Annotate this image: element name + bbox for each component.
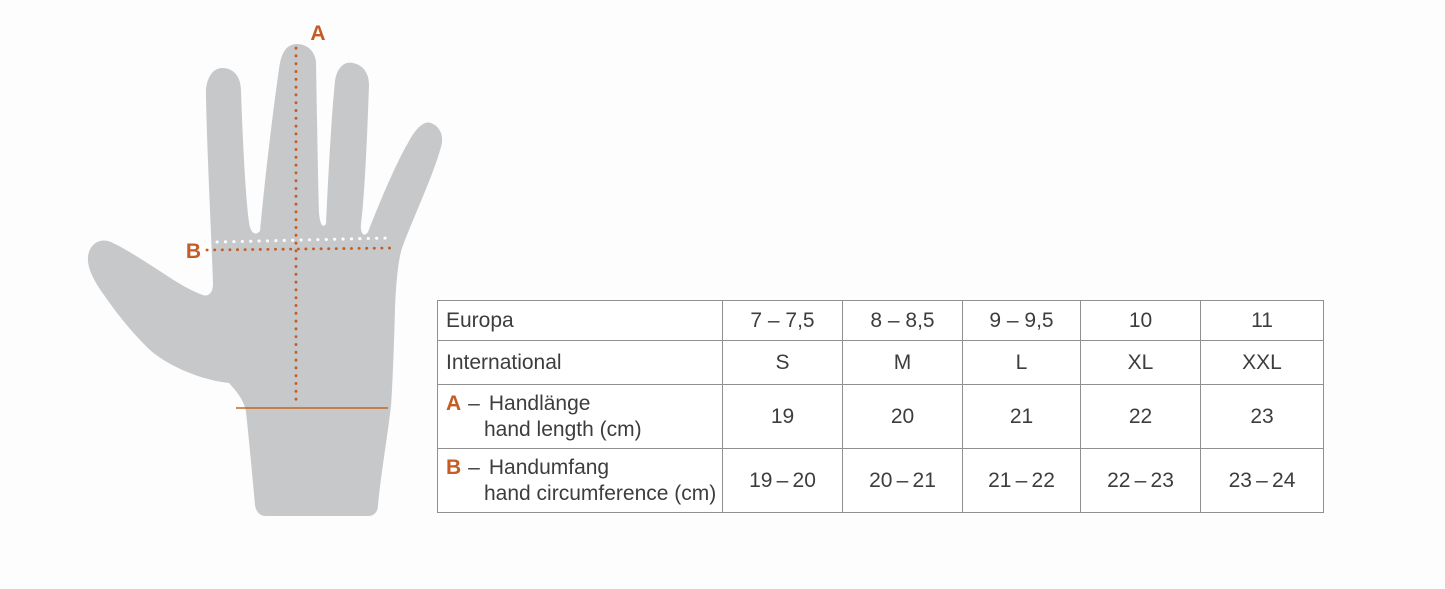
label-en-hand-circumference: hand circumference (cm) bbox=[484, 481, 717, 505]
table-cell-circ-4: 22 – 23 bbox=[1081, 449, 1201, 513]
diagram-label-b: B bbox=[186, 240, 201, 263]
label-en-hand-length: hand length (cm) bbox=[484, 417, 642, 441]
dash: – bbox=[468, 391, 480, 415]
table-cell-length-2: 20 bbox=[843, 385, 963, 449]
table-cell-length-5: 23 bbox=[1201, 385, 1324, 449]
table-cell-length-4: 22 bbox=[1081, 385, 1201, 449]
marker-b: B bbox=[446, 455, 462, 479]
row-label-hand-circumference: B – Handumfang hand circumference (cm) bbox=[438, 449, 723, 513]
table-cell-intl-1: S bbox=[723, 341, 843, 385]
table-cell-europa-4: 10 bbox=[1081, 301, 1201, 341]
measure-line-b-dotted bbox=[205, 246, 398, 252]
label-de-hand-circumference: Handumfang bbox=[488, 455, 610, 479]
table-cell-europa-2: 8 – 8,5 bbox=[843, 301, 963, 341]
diagram-label-a: A bbox=[310, 22, 325, 45]
table-cell-circ-1: 19 – 20 bbox=[723, 449, 843, 513]
marker-a: A bbox=[446, 391, 462, 415]
table-cell-circ-3: 21 – 22 bbox=[963, 449, 1081, 513]
measure-line-b-white-dotted bbox=[215, 236, 390, 244]
table-cell-circ-2: 20 – 21 bbox=[843, 449, 963, 513]
dash: – bbox=[468, 455, 480, 479]
table-cell-length-1: 19 bbox=[723, 385, 843, 449]
table-cell-intl-5: XXL bbox=[1201, 341, 1324, 385]
hand-silhouette-icon bbox=[87, 44, 443, 516]
table-cell-length-3: 21 bbox=[963, 385, 1081, 449]
table-cell-intl-4: XL bbox=[1081, 341, 1201, 385]
table-cell-europa-3: 9 – 9,5 bbox=[963, 301, 1081, 341]
hand-measurement-diagram: A B bbox=[87, 22, 443, 516]
table-cell-europa-5: 11 bbox=[1201, 301, 1324, 341]
table-cell-intl-3: L bbox=[963, 341, 1081, 385]
label-de-hand-length: Handlänge bbox=[488, 391, 591, 415]
row-label-europa: Europa bbox=[438, 301, 723, 341]
row-label-hand-length: A – Handlänge hand length (cm) bbox=[438, 385, 723, 449]
row-label-international: International bbox=[438, 341, 723, 385]
size-table: Europa 7 – 7,5 8 – 8,5 9 – 9,5 10 11 Int… bbox=[437, 300, 1324, 513]
table-cell-circ-5: 23 – 24 bbox=[1201, 449, 1324, 513]
table-cell-intl-2: M bbox=[843, 341, 963, 385]
table-cell-europa-1: 7 – 7,5 bbox=[723, 301, 843, 341]
